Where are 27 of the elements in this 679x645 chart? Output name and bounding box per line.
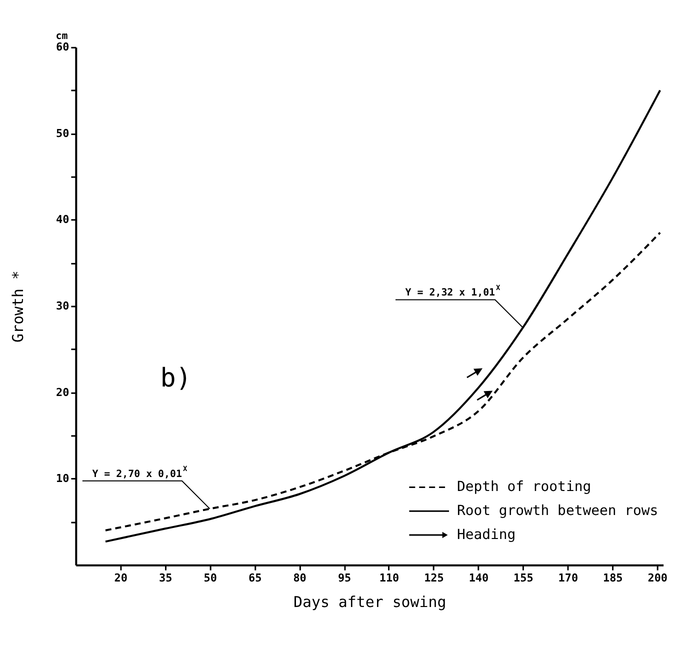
legend-label: Heading xyxy=(456,526,516,543)
x-tick-label: 185 xyxy=(602,571,623,584)
x-tick-label: 35 xyxy=(159,571,172,584)
y-tick-label: 40 xyxy=(56,213,70,226)
x-tick-label: 50 xyxy=(204,571,217,584)
x-tick-label: 65 xyxy=(248,571,262,584)
x-tick-label: 20 xyxy=(114,571,128,584)
y-tick-label: 20 xyxy=(56,386,70,399)
x-tick-label: 95 xyxy=(338,571,352,584)
y-tick-label: 50 xyxy=(56,126,70,140)
x-tick-label: 200 xyxy=(648,571,668,584)
line-series xyxy=(104,89,662,543)
y-tick-label: 60 xyxy=(56,40,70,54)
legend-label: Depth of rooting xyxy=(456,479,592,496)
text: cm xyxy=(56,31,68,42)
legend-label: Root growth between rows xyxy=(456,503,658,520)
y-tick-label: 30 xyxy=(56,300,70,313)
x-tick-label: 170 xyxy=(558,571,578,584)
x-tick-label: 80 xyxy=(293,571,306,584)
y-tick-label: 10 xyxy=(56,472,70,486)
x-tick-label: 110 xyxy=(379,571,400,584)
x-tick-label: 125 xyxy=(424,571,444,584)
x-tick-label: 155 xyxy=(514,571,534,584)
y-axis-title: Growth * xyxy=(9,270,28,342)
annotation: b) xyxy=(160,363,192,394)
x-axis-title: Days after sowing xyxy=(294,593,446,612)
x-tick-label: 140 xyxy=(468,571,489,584)
